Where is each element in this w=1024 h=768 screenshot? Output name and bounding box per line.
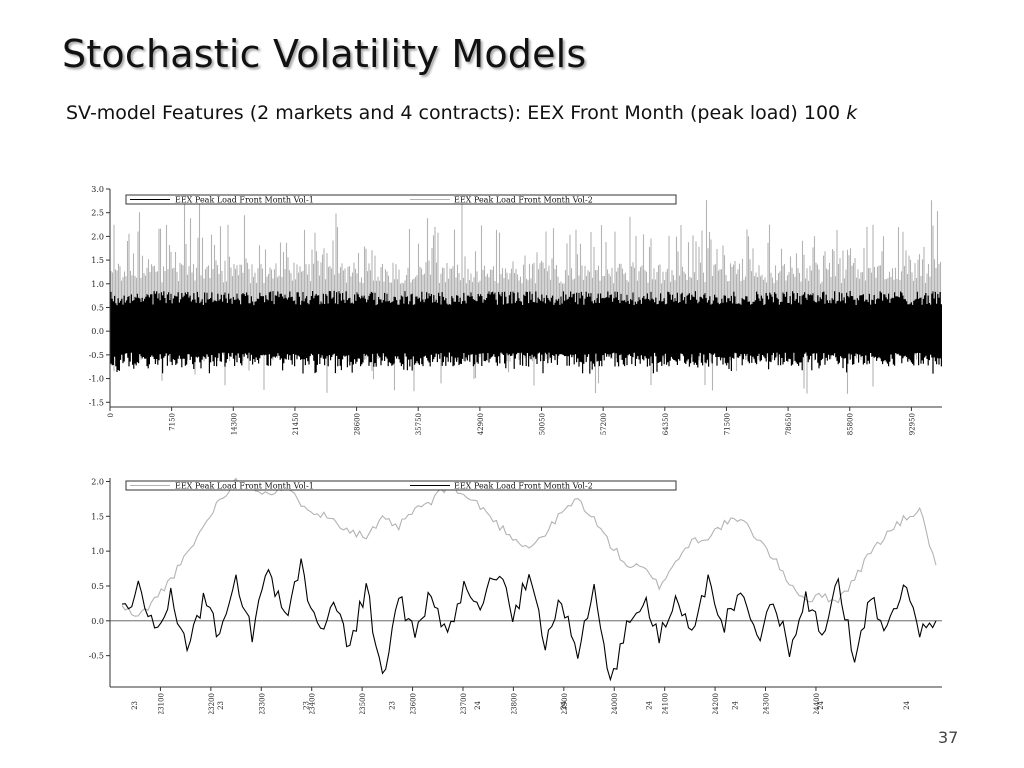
legend-box [125, 480, 677, 491]
x-tick-label: 24000 [611, 693, 619, 714]
x-tick-label: 71500 [723, 413, 731, 435]
x-tick-label: 50050 [539, 413, 547, 435]
x-tick-sublabel: 23 [388, 701, 396, 710]
x-tick-label: 92950 [908, 413, 916, 435]
x-tick-sublabel: 24 [817, 700, 825, 709]
slide-subtitle: SV-model Features (2 markets and 4 contr… [66, 102, 857, 124]
y-tick-label: 1.5 [91, 256, 104, 265]
y-tick-label: 1.0 [91, 280, 104, 289]
chart-legend: EEX Peak Load Front Month Vol-1 EEX Peak … [125, 480, 677, 491]
chart-eex-volatility-full: 3.0 2.5 2.0 1.5 1.0 0.5 0.0 -0.5 -1.0 -1.5 0 7150 14… [89, 185, 942, 435]
series-vol2-line [121, 477, 937, 617]
x-tick-label: 23200 [208, 693, 216, 714]
legend-label-vol2: EEX Peak Load Front Month Vol-2 [454, 196, 593, 205]
x-tick-label: 35750 [415, 413, 423, 435]
series-vol1-band [110, 290, 942, 374]
x-tick-sublabel: 24 [646, 700, 654, 709]
x-tick-label: 23100 [157, 693, 165, 714]
subtitle-text: SV-model Features (2 markets and 4 contr… [66, 102, 841, 124]
x-tick-label: 23500 [359, 693, 367, 714]
x-tick-label: 7150 [169, 413, 177, 431]
legend-label-vol1: EEX Peak Load Front Month Vol-1 [175, 482, 314, 491]
x-tick-label: 23900 [561, 693, 569, 714]
x-tick-sublabel: 23 [303, 701, 311, 710]
x-tick-sublabel: 24 [474, 700, 482, 709]
x-tick-label: 23800 [510, 693, 518, 714]
y-tick-label: 0.5 [91, 303, 104, 312]
series-vol1-line [121, 558, 937, 682]
y-tick-label: -1.5 [89, 398, 104, 407]
x-tick-label: 28600 [354, 413, 362, 435]
slide-title: Stochastic Volatility Models [62, 32, 587, 76]
x-tick-sublabel: 24 [903, 700, 911, 709]
x-tick-label: 64350 [662, 413, 670, 435]
x-tick-label: 23400 [309, 693, 317, 714]
y-tick-label: -0.5 [89, 351, 104, 360]
subtitle-variable: k [846, 102, 858, 124]
legend-label-vol2: EEX Peak Load Front Month Vol-2 [454, 482, 593, 491]
x-tick-label: 23600 [410, 693, 418, 714]
y-tick-label: 2.5 [91, 209, 104, 218]
x-tick-label: 57200 [600, 413, 608, 435]
y-tick-label: 3.0 [91, 185, 104, 194]
y-tick-label: 0.0 [91, 617, 104, 626]
y-tick-label: 0.5 [91, 582, 104, 591]
x-tick-label: 24300 [763, 693, 771, 714]
chart-legend: EEX Peak Load Front Month Vol-1 EEX Peak … [125, 194, 677, 205]
x-tick-label: 24400 [813, 693, 821, 714]
x-tick-sublabel: 23 [131, 701, 139, 710]
x-tick-label: 24200 [712, 693, 720, 714]
x-tick-label: 78650 [785, 413, 793, 435]
legend-label-vol1: EEX Peak Load Front Month Vol-1 [175, 196, 314, 205]
x-tick-label: 23300 [258, 693, 266, 714]
x-tick-sublabel: 23 [217, 701, 225, 710]
legend-box [125, 194, 677, 205]
x-tick-label: 42900 [477, 413, 485, 435]
y-tick-label: 1.5 [91, 512, 104, 521]
x-tick-label: 24100 [662, 693, 670, 714]
y-tick-label: 2.0 [91, 232, 104, 241]
x-tick-label: 85800 [847, 413, 855, 435]
y-tick-label: 0.0 [91, 327, 104, 336]
y-tick-label: 2.0 [91, 477, 104, 486]
y-tick-label: -1.0 [89, 375, 104, 384]
x-tick-label: 21450 [292, 413, 300, 435]
x-tick-sublabel: 24 [731, 700, 739, 709]
x-tick-label: 0 [107, 413, 115, 417]
y-tick-label: 1.0 [91, 547, 104, 556]
x-tick-label: 23700 [460, 693, 468, 714]
x-tick-label: 14300 [230, 413, 238, 435]
y-tick-label: -0.5 [89, 652, 104, 661]
page-number: 37 [938, 728, 959, 747]
x-tick-sublabel: 24 [560, 700, 568, 709]
